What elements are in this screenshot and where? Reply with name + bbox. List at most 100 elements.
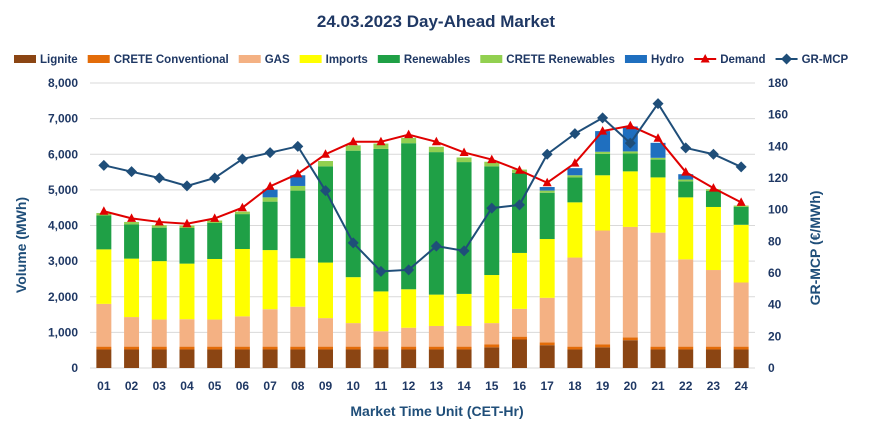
bar-segment-renewables: [179, 227, 195, 264]
bar-segment-crete-conventional: [484, 344, 500, 348]
bar-segment-imports: [234, 249, 250, 317]
bar-segment-crete-conventional: [567, 346, 583, 350]
demand-line: [103, 124, 742, 225]
x-tick-label: 21: [651, 379, 665, 393]
x-tick-label: 13: [430, 379, 444, 393]
bar-segment-imports: [650, 177, 666, 233]
y2-tick-label: 0: [768, 361, 775, 375]
bar-segment-imports: [511, 252, 527, 309]
bar-segment-lignite: [567, 349, 583, 368]
bar-segment-gas: [234, 316, 250, 347]
gr-mcp-point: [320, 185, 332, 197]
demand-point: [487, 154, 497, 164]
bar-segment-gas: [345, 323, 361, 347]
bar-segment-hydro: [539, 187, 555, 191]
bar-segment-lignite: [96, 349, 112, 368]
gr-mcp-point: [597, 112, 609, 124]
legend-label-crete-renewables: CRETE Renewables: [506, 54, 615, 66]
bar-segment-gas: [262, 309, 278, 347]
y2-tick-label: 80: [768, 234, 782, 248]
bar-segment-gas: [373, 331, 389, 347]
bar-segment-lignite: [622, 340, 638, 368]
bar-segment-renewables: [345, 150, 361, 278]
x-tick-label: 20: [624, 379, 638, 393]
bar-segment-crete-renewables: [539, 190, 555, 193]
bar-segment-renewables: [539, 192, 555, 240]
bar-segment-crete-renewables: [318, 161, 334, 167]
bar-segment-gas: [124, 317, 140, 347]
bar-segment-imports: [262, 250, 278, 310]
gridlines: [90, 82, 755, 369]
bar-segment-imports: [207, 258, 223, 320]
y-tick-label: 7,000: [48, 112, 78, 126]
bar-segment-lignite: [428, 349, 444, 368]
bar-segment-lignite: [345, 349, 361, 368]
y2-tick-label: 40: [768, 298, 782, 312]
demand-point: [376, 136, 386, 146]
bar-segment-crete-conventional: [595, 344, 611, 348]
bar-segment-crete-conventional: [234, 346, 250, 350]
legend-label-gas: GAS: [265, 54, 290, 66]
bar-segment-imports: [151, 261, 167, 320]
demand-point: [736, 197, 746, 206]
bar-segment-crete-renewables: [234, 211, 250, 215]
legend-label-lignite: Lignite: [40, 54, 78, 66]
gr-mcp-point: [403, 264, 415, 276]
bar-segment-hydro: [567, 168, 583, 176]
bar-segment-imports: [345, 277, 361, 324]
bar-segment-imports: [705, 206, 721, 271]
bar-segment-lignite: [151, 349, 167, 368]
gr-mcp-point: [264, 147, 276, 159]
bar-segment-renewables: [151, 227, 167, 262]
gr-mcp-point: [680, 142, 692, 154]
legend-label-renewables: Renewables: [404, 54, 470, 66]
bar-segment-crete-conventional: [290, 346, 306, 350]
bar-segment-gas: [595, 230, 611, 345]
bar-segment-renewables: [595, 153, 611, 176]
bar-segment-lignite: [456, 349, 472, 368]
demand-point: [708, 183, 718, 192]
bar-segment-crete-renewables: [678, 179, 694, 182]
demand-point: [598, 126, 608, 135]
bar-segment-renewables: [428, 152, 444, 295]
gr-mcp-point: [707, 148, 719, 160]
legend-label-imports: Imports: [326, 54, 368, 66]
y2-axis-title: GR-MCP (€/MWh): [807, 191, 823, 306]
bar-segment-crete-renewables: [373, 143, 389, 149]
bar-segment-imports: [179, 263, 195, 320]
gr-mcp-point: [375, 265, 387, 277]
bar-segment-imports: [401, 289, 417, 328]
bar-segment-crete-conventional: [207, 346, 223, 350]
bar-segment-imports: [484, 275, 500, 324]
bar-segment-gas: [511, 308, 527, 337]
bar-segment-crete-conventional: [124, 346, 140, 350]
gr-mcp-point: [569, 128, 581, 140]
gr-mcp-point: [430, 240, 442, 252]
legend-swatch-crete-conventional: [87, 55, 110, 63]
y-tick-label: 1,000: [48, 325, 78, 339]
bar-segment-gas: [96, 303, 112, 347]
bar-segment-imports: [428, 294, 444, 326]
bar-segment-crete-renewables: [650, 157, 666, 160]
line-series: [98, 98, 747, 277]
bar-segment-crete-renewables: [401, 137, 417, 144]
bar-segment-gas: [151, 319, 167, 347]
demand-point: [625, 120, 635, 130]
y-tick-label: 0: [71, 361, 78, 375]
bar-segment-renewables: [207, 223, 223, 259]
demand-point: [182, 218, 192, 228]
bar-segment-gas: [207, 319, 223, 347]
bar-segment-lignite: [484, 347, 500, 368]
bar-segment-crete-conventional: [373, 346, 389, 350]
bar-segment-crete-conventional: [96, 346, 112, 350]
x-tick-label: 09: [319, 379, 333, 393]
x-tick-label: 16: [513, 379, 527, 393]
gr-mcp-point: [126, 166, 138, 178]
y-tick-label: 8,000: [48, 76, 78, 90]
y2-tick-label: 180: [768, 76, 788, 90]
demand-point: [653, 133, 663, 142]
demand-point: [237, 202, 247, 212]
bar-segment-renewables: [234, 214, 250, 250]
bar-segment-imports: [733, 224, 749, 283]
bar-segment-crete-renewables: [567, 175, 583, 178]
